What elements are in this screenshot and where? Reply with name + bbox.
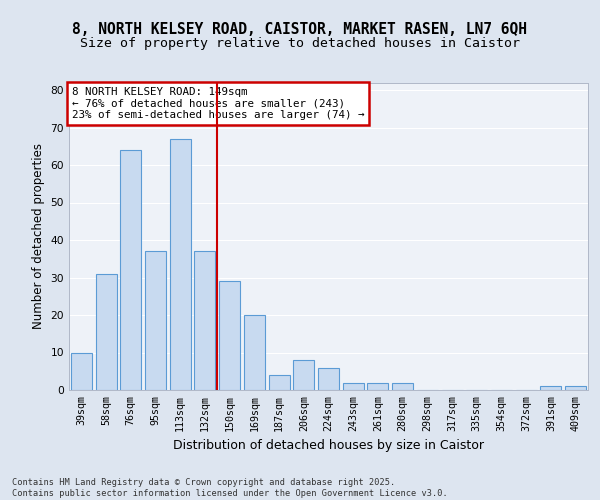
Bar [95,274,116,390]
Bar [541,386,562,390]
Bar [367,382,388,390]
Bar [293,360,314,390]
Bar [269,375,290,390]
Bar [318,368,339,390]
Bar [194,251,215,390]
Y-axis label: Number of detached properties: Number of detached properties [32,143,45,329]
Bar [120,150,141,390]
Text: 8 NORTH KELSEY ROAD: 149sqm
← 76% of detached houses are smaller (243)
23% of se: 8 NORTH KELSEY ROAD: 149sqm ← 76% of det… [71,87,364,120]
Bar [71,352,92,390]
Bar [219,281,240,390]
Text: Contains HM Land Registry data © Crown copyright and database right 2025.
Contai: Contains HM Land Registry data © Crown c… [12,478,448,498]
Text: 8, NORTH KELSEY ROAD, CAISTOR, MARKET RASEN, LN7 6QH: 8, NORTH KELSEY ROAD, CAISTOR, MARKET RA… [73,22,527,38]
X-axis label: Distribution of detached houses by size in Caistor: Distribution of detached houses by size … [173,439,484,452]
Bar [170,138,191,390]
Text: Size of property relative to detached houses in Caistor: Size of property relative to detached ho… [80,38,520,51]
Bar [565,386,586,390]
Bar [343,382,364,390]
Bar [244,315,265,390]
Bar [145,251,166,390]
Bar [392,382,413,390]
